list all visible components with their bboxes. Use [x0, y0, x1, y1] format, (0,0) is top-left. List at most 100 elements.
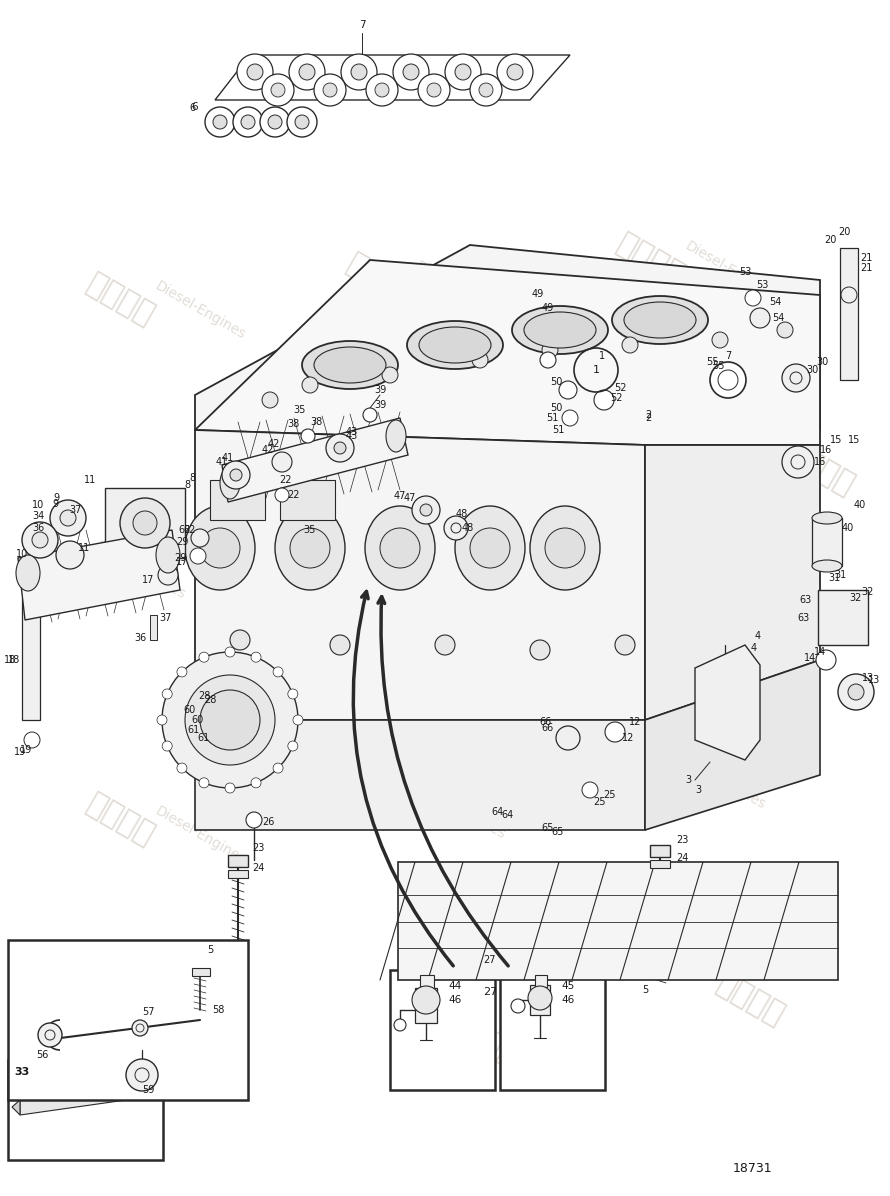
Text: 63: 63: [797, 614, 810, 623]
Text: 紫发动力: 紫发动力: [591, 730, 669, 791]
Circle shape: [455, 65, 471, 80]
Circle shape: [262, 74, 294, 106]
Text: 2: 2: [645, 410, 651, 420]
Text: 19: 19: [14, 748, 26, 757]
Text: 紫发动力: 紫发动力: [711, 969, 789, 1031]
Ellipse shape: [275, 506, 345, 590]
Polygon shape: [645, 660, 820, 830]
Ellipse shape: [612, 295, 708, 344]
Circle shape: [290, 527, 330, 568]
Text: 19: 19: [20, 745, 32, 755]
Text: 30: 30: [805, 365, 818, 376]
Text: 23: 23: [676, 835, 688, 846]
Text: 65: 65: [542, 823, 554, 832]
Text: 8: 8: [184, 480, 190, 490]
Text: 20: 20: [837, 227, 850, 237]
Text: 42: 42: [262, 445, 274, 454]
Bar: [420, 975, 434, 990]
Text: 58: 58: [212, 1005, 224, 1015]
Text: 41: 41: [222, 453, 234, 463]
Circle shape: [158, 565, 178, 585]
Text: 13: 13: [868, 675, 880, 685]
Bar: [530, 986, 550, 1015]
Text: 45: 45: [562, 981, 575, 991]
Circle shape: [472, 352, 488, 368]
Ellipse shape: [419, 327, 491, 364]
Ellipse shape: [812, 560, 842, 572]
Circle shape: [230, 630, 250, 649]
Circle shape: [816, 649, 836, 670]
Text: 10: 10: [16, 549, 28, 559]
Text: 18: 18: [4, 655, 16, 665]
Circle shape: [162, 652, 298, 788]
Text: 17: 17: [176, 557, 188, 567]
Text: 55: 55: [712, 361, 724, 371]
Circle shape: [177, 667, 187, 677]
Circle shape: [782, 364, 810, 392]
Circle shape: [241, 115, 255, 129]
Bar: [650, 846, 670, 858]
Bar: [210, 480, 265, 520]
Circle shape: [230, 469, 242, 481]
Text: 23: 23: [252, 843, 264, 853]
Text: 57: 57: [142, 1007, 154, 1017]
Circle shape: [334, 443, 346, 454]
Circle shape: [225, 647, 235, 657]
Circle shape: [556, 726, 580, 750]
Text: 20: 20: [824, 234, 837, 245]
Circle shape: [718, 370, 738, 390]
Text: 3: 3: [695, 785, 701, 795]
Text: Diesel-Engines: Diesel-Engines: [93, 538, 188, 602]
Text: 37: 37: [160, 614, 172, 623]
Polygon shape: [22, 598, 40, 720]
Text: 14: 14: [804, 653, 816, 663]
Polygon shape: [840, 248, 858, 380]
Circle shape: [497, 54, 533, 90]
Circle shape: [200, 527, 240, 568]
Text: Diesel-Engines: Diesel-Engines: [612, 483, 708, 547]
Ellipse shape: [220, 466, 240, 499]
Text: 29: 29: [174, 553, 186, 563]
Text: 64: 64: [502, 810, 514, 820]
Text: 64: 64: [492, 807, 504, 817]
Ellipse shape: [16, 555, 40, 591]
Text: 48: 48: [462, 523, 474, 533]
Circle shape: [24, 732, 40, 748]
Text: 17: 17: [142, 575, 154, 585]
Circle shape: [366, 74, 398, 106]
Circle shape: [782, 446, 814, 478]
Circle shape: [200, 690, 260, 750]
Circle shape: [418, 74, 450, 106]
Circle shape: [299, 65, 315, 80]
Text: 4: 4: [751, 643, 757, 653]
Circle shape: [435, 635, 455, 655]
Circle shape: [479, 83, 493, 97]
Circle shape: [213, 115, 227, 129]
Ellipse shape: [156, 537, 180, 573]
Text: 紫发动力: 紫发动力: [461, 1019, 538, 1081]
Circle shape: [540, 352, 556, 368]
Circle shape: [60, 509, 76, 526]
Ellipse shape: [407, 321, 503, 370]
Circle shape: [287, 106, 317, 138]
Text: 33: 33: [14, 1067, 29, 1078]
Text: 39: 39: [374, 385, 386, 395]
Circle shape: [222, 460, 250, 489]
Bar: [812, 518, 842, 566]
Circle shape: [444, 515, 468, 541]
Circle shape: [542, 342, 558, 358]
Text: 16: 16: [813, 457, 826, 466]
Text: 5: 5: [206, 945, 213, 954]
Bar: [150, 615, 157, 640]
Circle shape: [251, 652, 261, 663]
Circle shape: [375, 83, 389, 97]
Circle shape: [420, 504, 432, 515]
Text: 65: 65: [552, 826, 564, 837]
Text: 41: 41: [216, 457, 228, 466]
Circle shape: [330, 635, 350, 655]
Text: 59: 59: [142, 1085, 154, 1096]
Ellipse shape: [314, 347, 386, 383]
Text: 12: 12: [622, 733, 635, 743]
Text: 5: 5: [642, 986, 648, 995]
Text: 18731: 18731: [732, 1161, 772, 1174]
